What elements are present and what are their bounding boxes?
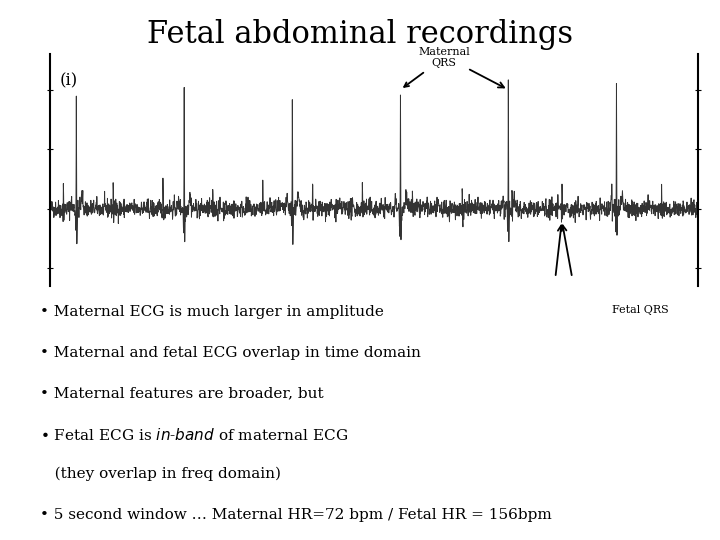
Text: • Maternal features are broader, but: • Maternal features are broader, but <box>40 386 323 400</box>
Text: • Fetal ECG is $\mathit{in}$-$\mathit{band}$ of maternal ECG: • Fetal ECG is $\mathit{in}$-$\mathit{ba… <box>40 427 348 443</box>
Text: • 5 second window … Maternal HR=72 bpm / Fetal HR = 156bpm: • 5 second window … Maternal HR=72 bpm /… <box>40 508 552 522</box>
Text: Fetal QRS: Fetal QRS <box>612 305 669 315</box>
Text: (i): (i) <box>60 72 78 90</box>
Text: Fetal abdominal recordings: Fetal abdominal recordings <box>147 19 573 50</box>
Text: • Maternal and fetal ECG overlap in time domain: • Maternal and fetal ECG overlap in time… <box>40 346 420 360</box>
Text: (they overlap in freq domain): (they overlap in freq domain) <box>40 467 281 482</box>
Text: Maternal
QRS: Maternal QRS <box>404 46 470 87</box>
Text: • Maternal ECG is much larger in amplitude: • Maternal ECG is much larger in amplitu… <box>40 305 384 319</box>
